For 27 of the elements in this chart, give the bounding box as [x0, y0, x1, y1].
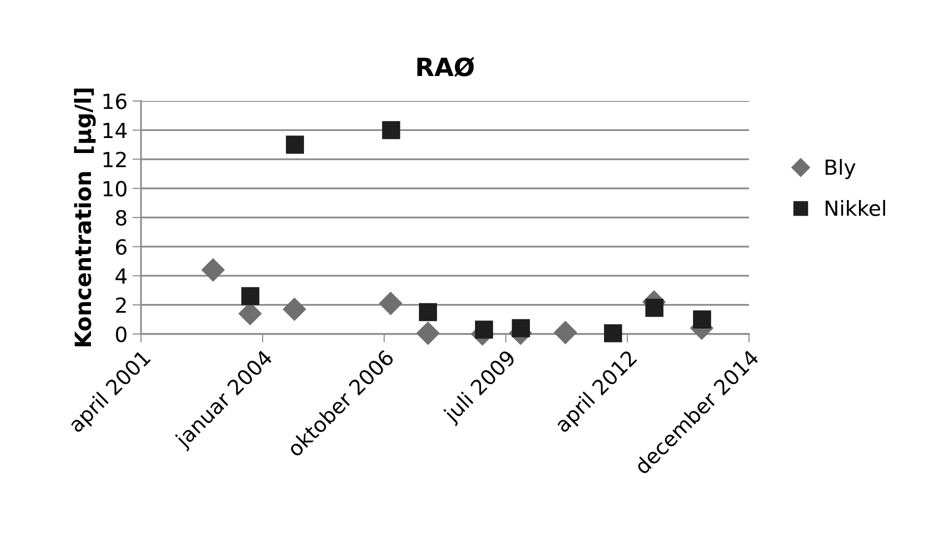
point	[379, 292, 402, 315]
chart-title: RAØ	[417, 56, 474, 77]
point	[202, 258, 225, 282]
y-tick-label: 10	[104, 180, 126, 197]
point	[512, 319, 530, 338]
point	[475, 320, 494, 339]
point	[693, 310, 712, 328]
y-tick-label: 0	[116, 326, 126, 342]
point	[282, 298, 306, 321]
point	[645, 298, 664, 317]
y-tick-label: 6	[116, 239, 126, 255]
y-tick-label: 16	[104, 93, 126, 110]
y-tick-label: 2	[116, 297, 126, 313]
legend-label: Bly	[826, 158, 856, 180]
y-tick-label: 8	[116, 210, 126, 226]
legend-label: Nikkel	[826, 200, 886, 216]
point	[554, 321, 577, 344]
y-axis-title: Koncentration [µg/l]	[74, 88, 96, 346]
y-tick-label: 14	[104, 122, 127, 138]
y-tick-label: 4	[116, 268, 127, 284]
point	[286, 136, 304, 154]
point	[604, 324, 622, 342]
point	[418, 303, 438, 322]
y-tick-label: 12	[104, 152, 126, 168]
point	[382, 121, 400, 140]
point	[416, 322, 440, 345]
point	[241, 287, 260, 306]
